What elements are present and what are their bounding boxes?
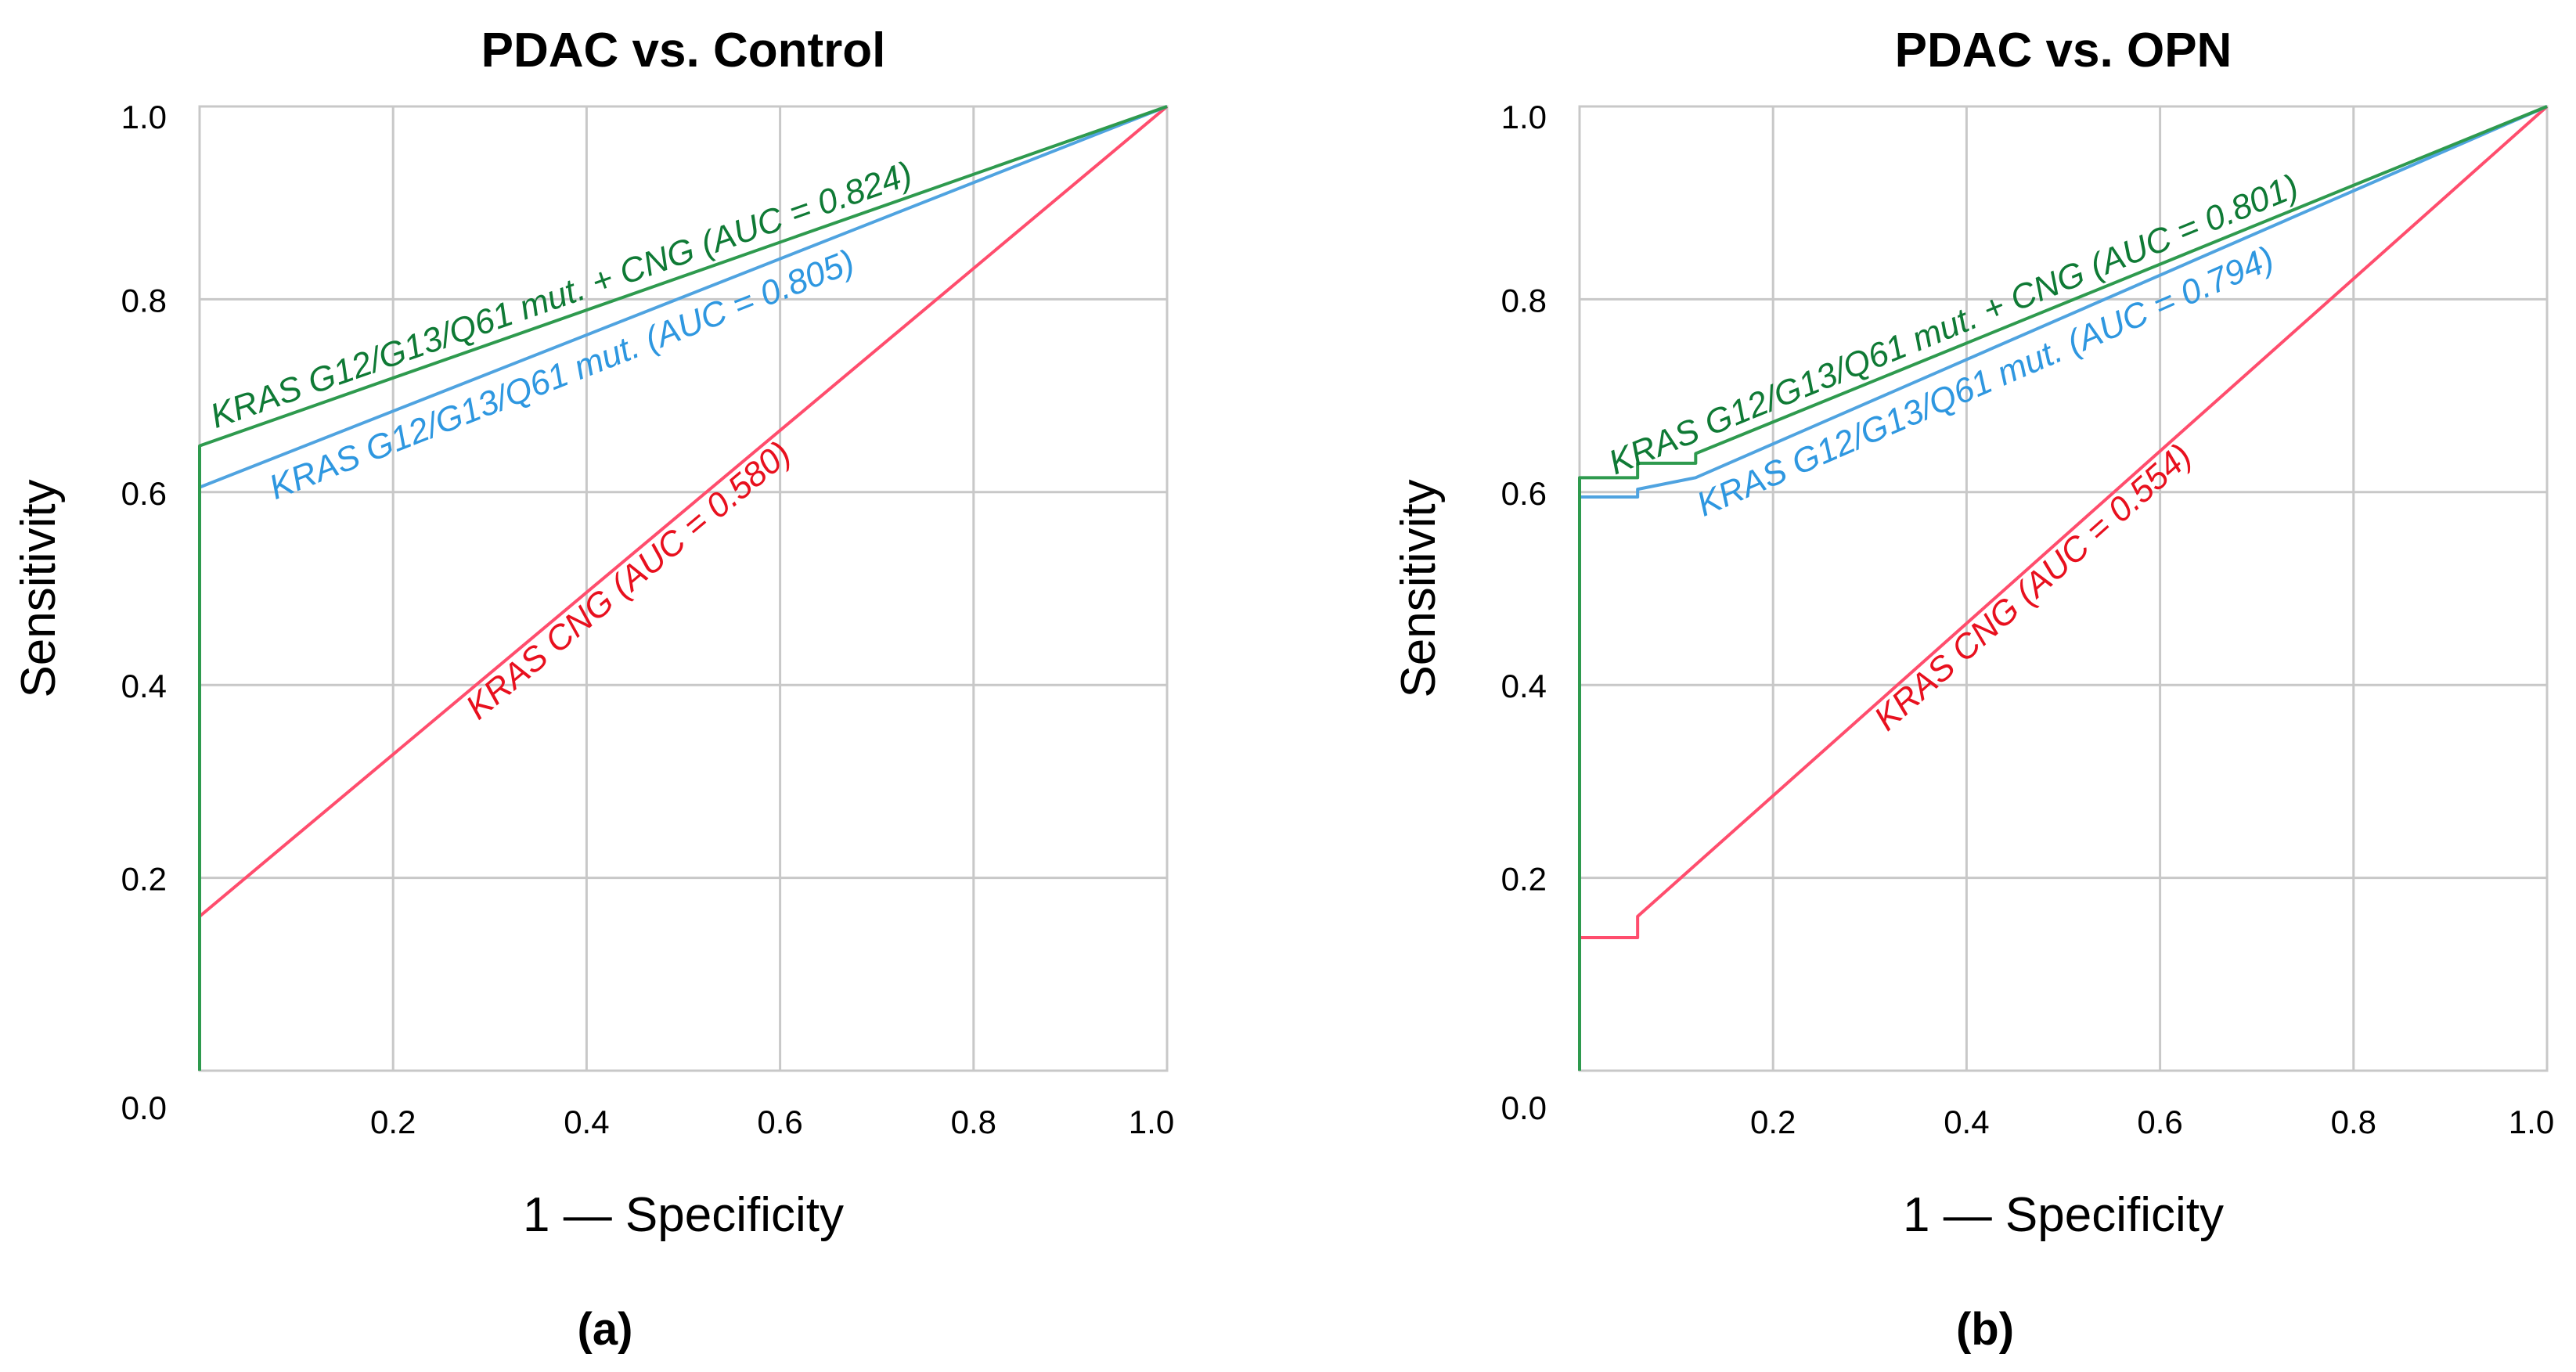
x-tick-label: 0.6 [757, 1104, 802, 1140]
x-tick-label: 1.0 [2509, 1104, 2554, 1140]
series-label-detail: CNG (AUC = 0.580) [531, 434, 798, 666]
x-axis-label: 1 — Specificity [523, 1188, 844, 1242]
x-tick-label: 0.4 [564, 1104, 609, 1140]
series-label: KRAS G12/G13/Q61 mut. + CNG (AUC = 0.801… [1603, 167, 2304, 482]
y-axis-label: Sensitivity [12, 479, 66, 697]
y-tick-label: 0.4 [121, 668, 167, 704]
series-label: KRAS CNG (AUC = 0.580) [459, 434, 798, 726]
panel-b-pdac-vs-opn: PDAC vs. OPN 0.0 0.2 0.4 0.6 0.8 1.0 0.2 0.4 0.6 0… [1392, 23, 2554, 1355]
roc-curve-kras-mut [1578, 105, 2548, 1071]
grid [1580, 106, 2547, 1071]
y-tick-label: 0.6 [121, 475, 167, 512]
x-tick-label: 0.2 [1750, 1104, 1796, 1140]
panel-a-pdac-vs-control: PDAC vs. Control 0.0 0.2 0.4 0.6 0.8 1.0 0.2 0.4… [12, 23, 1174, 1355]
series-label-gene: KRAS [1603, 412, 1704, 483]
panel-label: (a) [578, 1304, 633, 1355]
plot-frame [1578, 105, 2549, 1072]
y-tick-label: 0.8 [1501, 282, 1547, 319]
y-tick-label: 0.2 [1501, 861, 1547, 898]
x-tick-label: 0.6 [2137, 1104, 2182, 1140]
y-tick-label: 0.2 [121, 861, 167, 898]
series-label: KRAS CNG (AUC = 0.554) [1867, 437, 2199, 738]
x-tick-label: 0.8 [2331, 1104, 2376, 1140]
y-tick-label: 0.0 [1501, 1089, 1547, 1126]
series-label-gene: KRAS [1692, 452, 1792, 524]
chart-title: PDAC vs. Control [481, 23, 886, 77]
y-tick-label: 1.0 [1501, 99, 1547, 135]
series-label-gene: KRAS [264, 437, 365, 506]
series-label-gene: KRAS [459, 637, 555, 726]
x-axis-label: 1 — Specificity [1903, 1188, 2224, 1242]
roc-curve-kras-cng [1578, 105, 2549, 1071]
panel-label: (b) [1956, 1304, 2014, 1355]
x-tick-label: 0.2 [370, 1104, 416, 1140]
x-tick-label: 0.8 [951, 1104, 996, 1140]
y-tick-label: 0.0 [121, 1089, 167, 1126]
roc-curve-kras-mut-cng [198, 105, 1168, 1071]
x-tick-label: 1.0 [1129, 1104, 1174, 1140]
x-tick-label: 0.4 [1944, 1104, 1989, 1140]
y-tick-label: 0.4 [1501, 668, 1547, 704]
y-tick-label: 0.6 [1501, 475, 1547, 512]
roc-curve-kras-mut-cng [1578, 105, 2548, 1071]
y-axis-label: Sensitivity [1392, 479, 1446, 697]
chart-title: PDAC vs. OPN [1895, 23, 2232, 77]
y-tick-label: 1.0 [121, 99, 167, 135]
y-tick-label: 0.8 [121, 282, 167, 319]
